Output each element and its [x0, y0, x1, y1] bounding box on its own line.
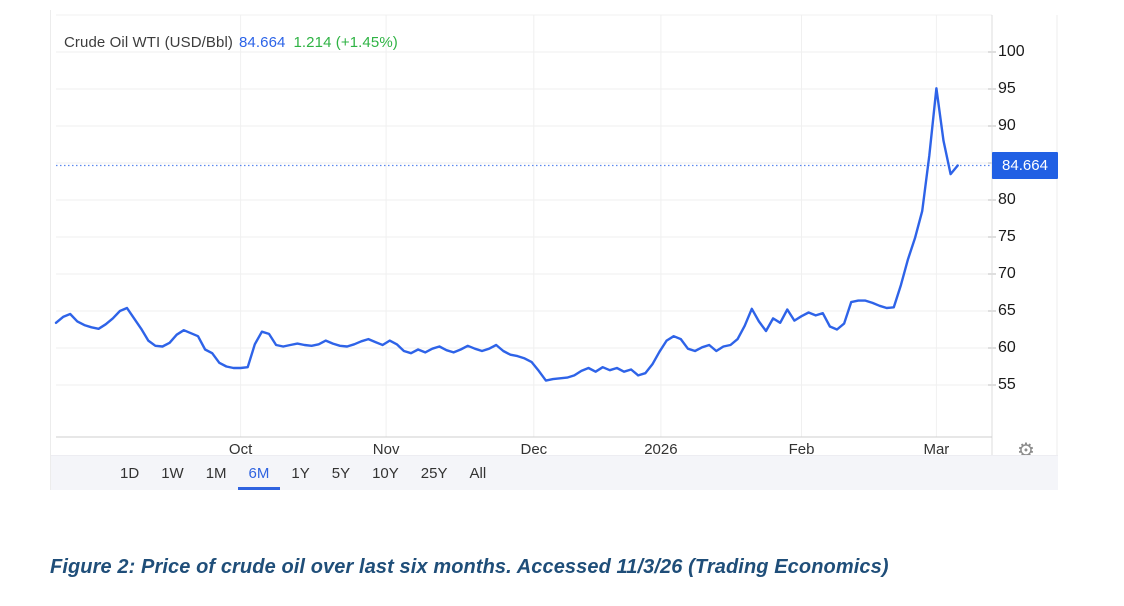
y-axis-label: 70	[998, 265, 1016, 282]
range-button-10y[interactable]: 10Y	[372, 464, 399, 482]
price-badge: 84.664	[992, 151, 1058, 179]
x-axis-label-feb: Feb	[788, 441, 815, 458]
x-axis-label-2026: 2026	[644, 441, 678, 458]
range-button-6m[interactable]: 6M	[237, 456, 281, 490]
y-axis-label: 65	[998, 302, 1016, 319]
range-button-1m[interactable]: 1M	[205, 464, 227, 482]
range-button-1d[interactable]: 1D	[120, 464, 140, 482]
y-axis-label: 90	[998, 117, 1016, 134]
range-button-1y[interactable]: 1Y	[291, 464, 310, 482]
price-change: 1.214 (+1.45%)	[293, 34, 398, 51]
current-price: 84.664	[238, 34, 286, 51]
x-axis-label-dec: Dec	[520, 441, 548, 458]
chart-header: Crude Oil WTI (USD/Bbl) 84.664 1.214 (+1.4…	[64, 34, 398, 51]
y-axis-label: 95	[998, 80, 1016, 97]
trading-economics-chart: Crude Oil WTI (USD/Bbl) 84.664 1.214 (+1.4…	[50, 10, 1058, 490]
y-axis-label: 75	[998, 228, 1016, 245]
price-chart-canvas[interactable]	[51, 10, 1058, 490]
y-axis-label: 80	[998, 191, 1016, 208]
x-axis-label-oct: Oct	[228, 441, 253, 458]
price-line-series	[54, 87, 959, 382]
y-axis-label: 55	[998, 376, 1016, 393]
range-button-all[interactable]: All	[469, 464, 487, 482]
x-axis-label-mar: Mar	[923, 441, 950, 458]
range-toolbar: 1D 1W 1M 6M 1Y 5Y 10Y 25Y All	[51, 455, 1058, 490]
range-button-25y[interactable]: 25Y	[420, 464, 448, 482]
range-button-5y[interactable]: 5Y	[331, 464, 351, 482]
instrument-title: Crude Oil WTI (USD/Bbl)	[64, 34, 233, 51]
y-axis-label: 100	[998, 43, 1025, 60]
y-axis-label: 60	[998, 339, 1016, 356]
range-button-1w[interactable]: 1W	[161, 464, 184, 482]
x-axis-label-nov: Nov	[372, 441, 400, 458]
figure-caption: Figure 2: Price of crude oil over last s…	[50, 556, 889, 578]
